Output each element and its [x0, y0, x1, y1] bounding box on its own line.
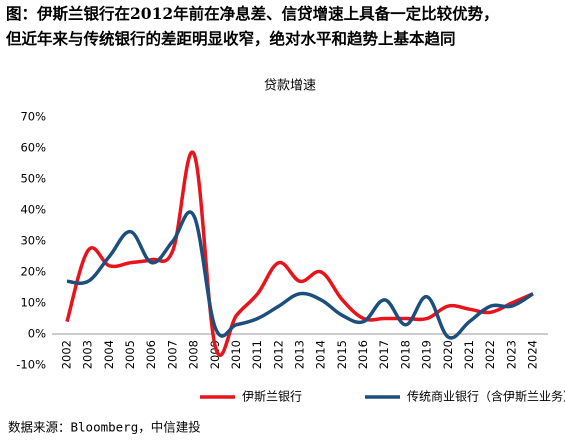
- legend-label: 传统商业银行（含伊斯兰业务）: [407, 389, 565, 404]
- x-tick-label: 2006: [144, 340, 158, 369]
- x-tick-label: 2022: [483, 340, 497, 369]
- x-tick-label: 2005: [123, 340, 137, 369]
- y-tick-label: 70%: [20, 110, 46, 124]
- x-tick-label: 2003: [81, 340, 95, 369]
- chart-title: 图：伊斯兰银行在2012年前在净息差、信贷增速上具备一定比较优势，: [6, 4, 499, 23]
- x-tick-label: 2014: [314, 340, 328, 369]
- series-line: [66, 210, 534, 340]
- y-tick-label: 0%: [28, 327, 46, 341]
- y-tick-label: 40%: [20, 203, 46, 217]
- x-tick-label: 2016: [356, 340, 370, 369]
- x-tick-label: 2007: [165, 340, 179, 369]
- x-tick-label: 2021: [462, 340, 476, 369]
- y-tick-label: 30%: [20, 234, 46, 248]
- x-tick-label: 2002: [60, 340, 74, 369]
- x-tick-label: 2019: [420, 340, 434, 369]
- x-tick-label: 2004: [102, 340, 116, 369]
- chart-subtitle: 贷款增速: [264, 79, 316, 94]
- x-tick-label: 2015: [335, 340, 349, 369]
- series-line: [65, 150, 534, 357]
- y-tick-label: 60%: [20, 141, 46, 155]
- x-tick-label: 2008: [187, 340, 201, 369]
- x-tick-label: 2009: [208, 340, 222, 369]
- x-tick-label: 2010: [229, 340, 243, 369]
- x-tick-label: 2024: [526, 340, 540, 369]
- source: 数据来源：Bloomberg，中信建投: [8, 420, 201, 435]
- y-tick-label: 10%: [20, 296, 46, 310]
- x-tick-label: 2018: [398, 340, 412, 369]
- y-tick-label: -10%: [16, 358, 46, 372]
- chart-title: 但近年来与传统银行的差距明显收窄，绝对水平和趋势上基本趋同: [5, 29, 456, 48]
- x-tick-label: 2020: [441, 340, 455, 369]
- y-tick-label: 20%: [20, 265, 46, 279]
- x-tick-label: 2013: [293, 340, 307, 369]
- x-tick-label: 2011: [250, 340, 264, 369]
- x-tick-label: 2017: [377, 340, 391, 369]
- x-tick-label: 2012: [271, 340, 285, 369]
- y-tick-label: 50%: [20, 172, 46, 186]
- x-tick-label: 2023: [504, 340, 518, 369]
- legend-label: 伊斯兰银行: [242, 390, 302, 404]
